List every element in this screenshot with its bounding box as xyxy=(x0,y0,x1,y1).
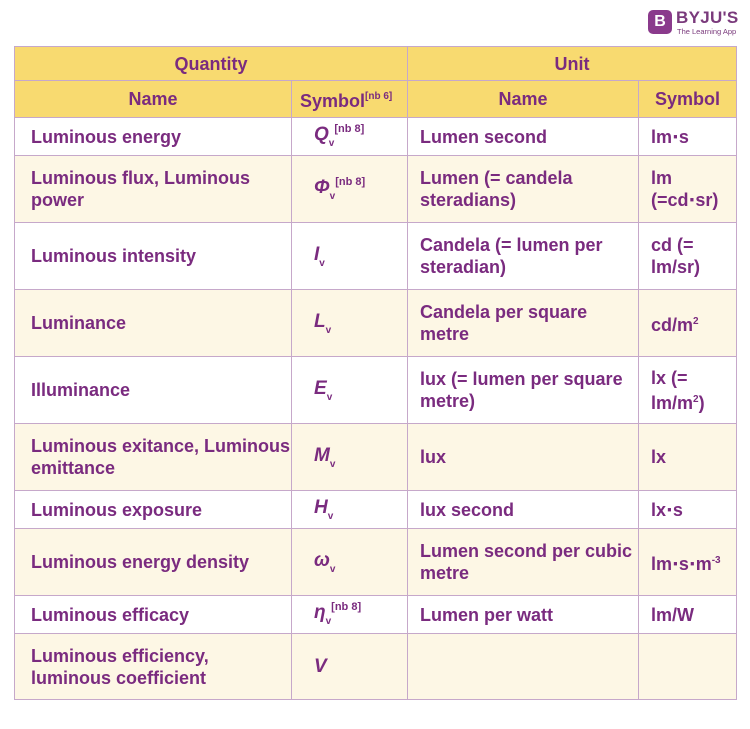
symbol-column-note: [nb 6] xyxy=(365,91,393,102)
quantity-name: Luminous energy xyxy=(14,117,292,156)
unit-name: lux xyxy=(407,423,640,491)
unit-symbol-text: cd/m xyxy=(651,314,694,335)
quantity-name: Illuminance xyxy=(14,356,292,424)
unit-symbol: lm⋅s⋅m-3 xyxy=(638,528,738,596)
symbol-letter: L xyxy=(314,310,326,332)
name-column-header: Name xyxy=(14,80,292,118)
quantity-symbol: Lv xyxy=(290,289,409,357)
quantity-symbol: Mv xyxy=(290,423,409,491)
quantity-symbol: Qv [nb 8] xyxy=(290,117,409,156)
unit-symbol xyxy=(638,633,738,700)
symbol-note: [nb 8] xyxy=(334,123,365,135)
unit-symbol-text: lm⋅s⋅m xyxy=(651,553,712,574)
unit-name: Lumen second xyxy=(407,117,640,156)
table-row: Luminous exitance, Luminous emittance Mv… xyxy=(14,423,738,491)
brand-name: BYJU'S xyxy=(676,8,739,27)
table-row: Luminous energy Qv [nb 8] Lumen second lm… xyxy=(14,117,738,156)
quantity-symbol: V xyxy=(290,633,409,700)
unit-symbol-exponent: 2 xyxy=(693,315,699,327)
symbol-note: [nb 8] xyxy=(335,175,366,188)
table-row: Luminous flux, Luminous power Φv [nb 8] L… xyxy=(14,155,738,223)
unit-name: Candela per square metre xyxy=(407,289,640,357)
table-row: Luminous exposure Hv lux second lx⋅s xyxy=(14,490,738,529)
unit-symbol: cd (= lm/sr) xyxy=(638,222,738,290)
symbol-column-label: Symbol xyxy=(300,91,366,111)
quantity-name: Luminous energy density xyxy=(14,528,292,596)
unit-symbol: lx (= lm/m2) xyxy=(638,356,738,424)
brand-tagline: The Learning App xyxy=(677,27,737,36)
unit-symbol: lx⋅s xyxy=(638,490,738,529)
quantity-symbol: Φv [nb 8] xyxy=(290,155,409,223)
unit-symbol-exponent: 2 xyxy=(693,393,699,405)
symbol-subscript: v xyxy=(325,616,332,627)
symbol-letter: Q xyxy=(314,124,329,145)
unit-name: Lumen second per cubic metre xyxy=(407,528,640,596)
symbol-letter: ω xyxy=(314,549,330,571)
unit-symbol: lm (=cd⋅sr) xyxy=(638,155,738,223)
symbol-letter: η xyxy=(314,602,326,623)
quantity-header: Quantity xyxy=(13,46,409,81)
quantity-symbol: Iv xyxy=(290,222,409,290)
unit-symbol-tail: ) xyxy=(698,392,705,413)
table-row: Luminous efficacy ηv [nb 8] Lumen per wat… xyxy=(14,595,738,634)
quantity-name: Luminous flux, Luminous power xyxy=(14,155,292,223)
unit-name xyxy=(407,633,640,700)
symbol-subscript: v xyxy=(325,324,332,336)
symbol-column-header: Symbol[nb 6] xyxy=(290,80,409,118)
symbol-letter: H xyxy=(314,497,328,518)
unit-name: lux second xyxy=(407,490,640,529)
table-row: Luminous intensity Iv Candela (= lumen p… xyxy=(14,222,738,290)
unit-name: Lumen (= candela steradians) xyxy=(407,155,640,223)
quantity-symbol: Hv xyxy=(290,490,409,529)
quantity-name: Luminous efficacy xyxy=(14,595,292,634)
symbol-letter: I xyxy=(314,243,320,265)
symbol-subscript: v xyxy=(327,511,334,522)
unit-symbol-column-header: Symbol xyxy=(638,80,738,118)
quantity-name: Luminous exposure xyxy=(14,490,292,529)
unit-name: Candela (= lumen per steradian) xyxy=(407,222,640,290)
quantity-name: Luminous intensity xyxy=(14,222,292,290)
symbol-subscript: v xyxy=(328,138,335,149)
photometric-quantities-table: Quantity Unit Name Symbol[nb 6] Name Sym… xyxy=(13,46,738,700)
quantity-name: Luminous efficiency, luminous coefficien… xyxy=(14,633,292,700)
symbol-subscript: v xyxy=(326,391,333,403)
quantity-symbol: Ev xyxy=(290,356,409,424)
quantity-symbol: ηv [nb 8] xyxy=(290,595,409,634)
unit-symbol: lx xyxy=(638,423,738,491)
table-row: Luminance Lv Candela per square metre cd… xyxy=(14,289,738,357)
symbol-subscript: v xyxy=(329,458,336,470)
unit-symbol: cd/m2 xyxy=(638,289,738,357)
unit-name: Lumen per watt xyxy=(407,595,640,634)
symbol-letter: V xyxy=(314,655,327,677)
unit-name-column-header: Name xyxy=(407,80,640,118)
unit-symbol-exponent: -3 xyxy=(711,554,721,566)
table-row: Luminous efficiency, luminous coefficien… xyxy=(14,633,738,700)
symbol-subscript: v xyxy=(319,257,325,269)
symbol-subscript: v xyxy=(329,563,336,575)
quantity-name: Luminous exitance, Luminous emittance xyxy=(14,423,292,491)
unit-header: Unit xyxy=(407,46,738,81)
symbol-subscript: v xyxy=(329,190,336,202)
symbol-letter: M xyxy=(314,444,330,466)
brand-logo: B BYJU'S The Learning App xyxy=(648,8,748,38)
symbol-note: [nb 8] xyxy=(331,601,362,613)
unit-name: lux (= lumen per square metre) xyxy=(407,356,640,424)
quantity-name: Luminance xyxy=(14,289,292,357)
symbol-letter: E xyxy=(314,377,327,399)
unit-symbol: lm⋅s xyxy=(638,117,738,156)
brand-badge-icon: B xyxy=(648,10,672,34)
unit-symbol-text: lx (= lm/m xyxy=(651,367,694,413)
table-row: Illuminance Ev lux (= lumen per square m… xyxy=(14,356,738,424)
table-row: Luminous energy density ωv Lumen second … xyxy=(14,528,738,596)
unit-symbol: lm/W xyxy=(638,595,738,634)
quantity-symbol: ωv xyxy=(290,528,409,596)
symbol-letter: Φ xyxy=(314,176,330,198)
